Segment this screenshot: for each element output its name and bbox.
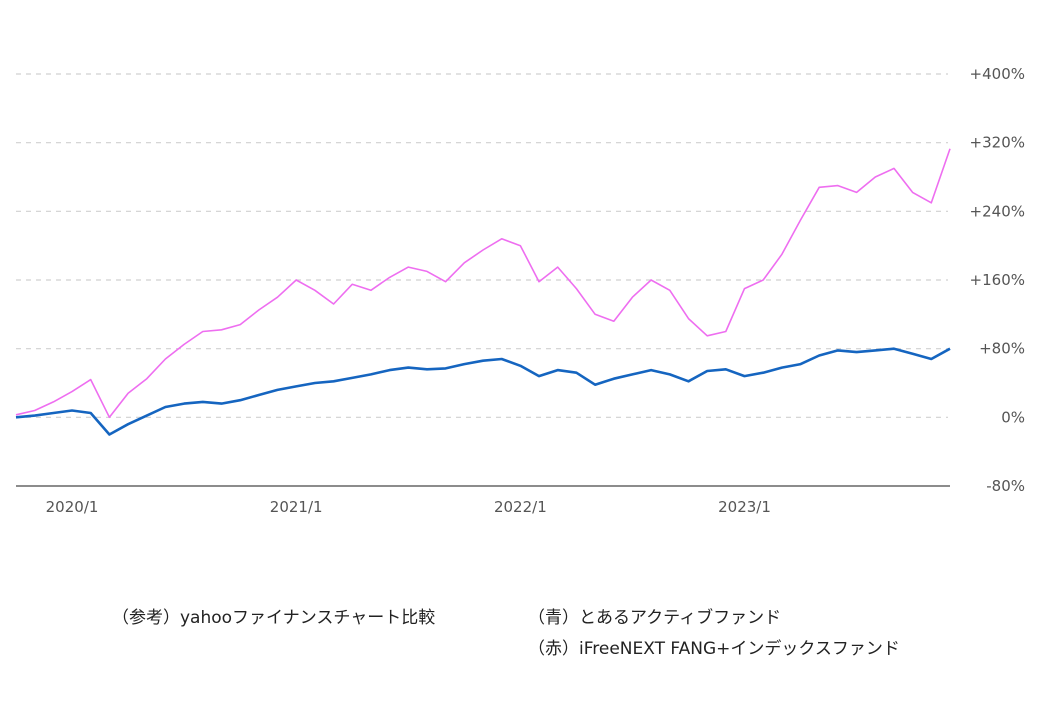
x-tick-label: 2022/1 (494, 498, 547, 516)
y-tick-label: +160% (970, 271, 1025, 289)
y-tick-label: +320% (970, 134, 1025, 152)
caption-reference: （参考）yahooファイナンスチャート比較 (112, 608, 436, 628)
y-tick-label: -80% (986, 477, 1025, 495)
series-lines (15, 148, 951, 436)
x-tick-label: 2020/1 (46, 498, 99, 516)
y-tick-label: +240% (970, 202, 1025, 220)
series-line-blue (15, 347, 951, 436)
x-tick-label: 2021/1 (270, 498, 323, 516)
y-tick-label: 0% (1001, 408, 1025, 426)
y-axis-ticks: +400% +320% +240% +160% +80% 0% -80% (970, 65, 1025, 495)
y-tick-label: +400% (970, 65, 1025, 83)
gridlines (16, 73, 948, 418)
x-axis-ticks: 2020/1 2021/1 2022/1 2023/1 (46, 498, 771, 516)
y-tick-label: +80% (979, 340, 1025, 358)
caption-red-series: （赤）iFreeNEXT FANG+インデックスファンド (528, 639, 900, 659)
series-line-red (15, 148, 951, 419)
x-tick-label: 2023/1 (718, 498, 771, 516)
caption-blue-series: （青）とあるアクティブファンド (528, 608, 782, 628)
